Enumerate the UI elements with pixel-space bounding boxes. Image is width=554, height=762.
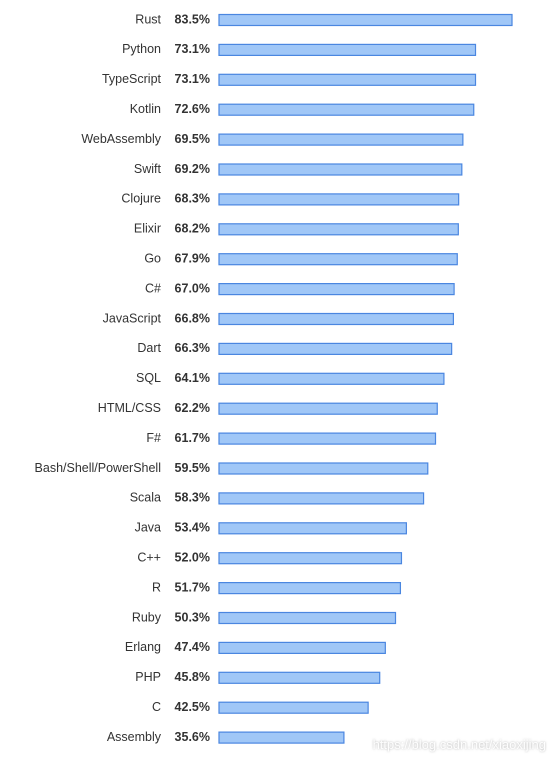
value-label: 72.6% [175,102,210,116]
value-label: 59.5% [175,461,210,475]
category-label: PHP [135,670,161,684]
category-label: C [152,700,161,714]
value-label: 62.2% [175,401,210,415]
category-label: Bash/Shell/PowerShell [35,461,161,475]
category-label: JavaScript [103,311,162,325]
category-label: Clojure [121,192,161,206]
bar [218,552,403,565]
bar [218,43,477,57]
bar [218,372,445,385]
category-label: Ruby [132,610,162,624]
category-label: Dart [137,341,161,355]
value-label: 66.8% [175,311,210,325]
value-label: 51.7% [175,580,210,594]
value-label: 58.3% [175,491,210,505]
bar [218,133,464,146]
bar [218,253,458,266]
bar [218,103,475,116]
bar [218,163,463,176]
value-label: 64.1% [175,371,210,385]
category-label: Swift [134,162,162,176]
category-label: R [152,580,161,594]
bar [218,611,397,625]
bar [218,13,513,27]
value-label: 45.8% [175,670,210,684]
bar [218,283,455,296]
bar [218,342,453,355]
category-label: C# [145,281,161,295]
category-label: Python [122,42,161,56]
value-label: 83.5% [175,12,210,26]
value-label: 67.0% [175,281,210,295]
bar [218,312,454,326]
value-label: 69.2% [175,162,210,176]
category-label: Go [144,251,161,265]
value-label: 67.9% [175,251,210,265]
category-label: TypeScript [102,72,162,86]
bar [218,402,438,415]
category-label: Elixir [134,222,161,236]
value-label: 61.7% [175,431,210,445]
value-label: 52.0% [175,550,210,564]
category-label: WebAssembly [81,132,161,146]
value-label: 53.4% [175,521,210,535]
bar [218,193,460,206]
bar [218,492,425,505]
bar [218,223,459,236]
value-label: 66.3% [175,341,210,355]
value-label: 73.1% [175,72,210,86]
category-label: C++ [137,550,161,564]
bar [218,522,407,535]
bar [218,432,437,445]
bar [218,731,345,744]
bar [218,641,386,655]
category-label: F# [146,431,161,445]
bar [218,581,402,595]
value-label: 69.5% [175,132,210,146]
category-label: Kotlin [130,102,161,116]
bar [218,73,477,86]
watermark: https://blog.csdn.net/xiaoxijing [372,737,546,752]
category-label: Assembly [107,730,162,744]
category-label: Erlang [125,640,161,654]
bar [218,671,381,684]
value-label: 68.3% [175,192,210,206]
value-label: 68.2% [175,222,210,236]
value-label: 47.4% [175,640,210,654]
category-label: SQL [136,371,161,385]
category-label: Java [135,521,161,535]
category-label: Scala [130,491,161,505]
value-label: 35.6% [175,730,210,744]
value-label: 73.1% [175,42,210,56]
category-label: Rust [135,12,161,26]
category-label: HTML/CSS [98,401,161,415]
value-label: 50.3% [175,610,210,624]
bar [218,701,369,714]
bar [218,462,429,475]
value-label: 42.5% [175,700,210,714]
